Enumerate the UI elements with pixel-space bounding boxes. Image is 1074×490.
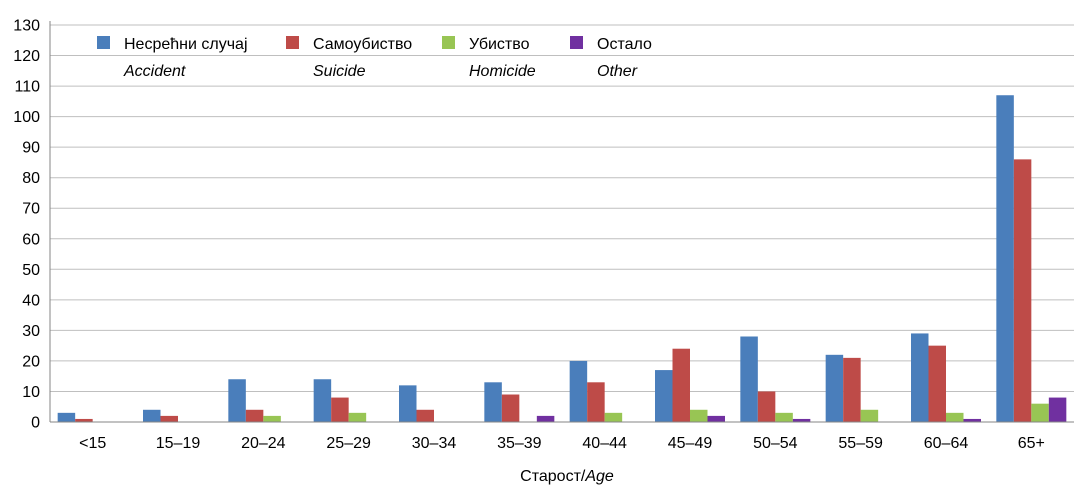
bar-other-11 xyxy=(1048,397,1067,422)
y-tick-label: 130 xyxy=(13,18,40,35)
x-tick-label: 65+ xyxy=(1018,435,1045,452)
x-tick-label: 60–64 xyxy=(924,435,969,452)
bar-homicide-2 xyxy=(263,415,281,422)
x-tick-label: 35–39 xyxy=(497,435,542,452)
x-axis-title-main: Старост/ xyxy=(520,468,586,485)
bar-homicide-11 xyxy=(1031,403,1049,422)
y-tick-label: 30 xyxy=(22,323,40,340)
bar-suicide-8 xyxy=(757,391,776,422)
y-tick-label: 120 xyxy=(13,48,40,65)
y-tick-label: 20 xyxy=(22,353,40,370)
y-tick-label: 80 xyxy=(22,170,40,187)
legend-label-en: Homicide xyxy=(469,63,536,80)
x-tick-label: <15 xyxy=(79,435,106,452)
bar-suicide-10 xyxy=(928,345,946,422)
bar-suicide-1 xyxy=(160,415,178,422)
bar-accident-7 xyxy=(655,370,673,422)
legend-label-en: Accident xyxy=(123,63,186,80)
bar-accident-3 xyxy=(313,379,332,422)
legend-label-en: Suicide xyxy=(313,63,366,80)
x-tick-label: 55–59 xyxy=(838,435,883,452)
bar-accident-11 xyxy=(996,95,1014,422)
bar-accident-9 xyxy=(825,354,844,422)
bar-homicide-6 xyxy=(604,412,623,422)
bar-other-10 xyxy=(963,418,981,422)
y-tick-label: 70 xyxy=(22,201,40,218)
legend-label-en: Other xyxy=(597,63,638,80)
y-tick-label: 50 xyxy=(22,262,40,279)
gridlines xyxy=(50,24,1074,392)
legend-item-suicide: Самоубиство Suicide xyxy=(286,36,412,80)
y-tick-label: 60 xyxy=(22,231,40,248)
legend-swatch xyxy=(570,36,583,49)
y-tick-label: 40 xyxy=(22,292,40,309)
x-axis-tick-labels: <15 15–19 20–24 25–29 30–34 35–39 40–44 45–49 50… xyxy=(79,435,1045,452)
x-tick-label: 40–44 xyxy=(582,435,627,452)
bar-accident-0 xyxy=(57,412,76,422)
x-tick-label: 45–49 xyxy=(668,435,713,452)
bar-accident-2 xyxy=(228,379,246,422)
bar-homicide-3 xyxy=(348,412,367,422)
bar-accident-8 xyxy=(740,336,758,422)
bar-suicide-3 xyxy=(331,397,349,422)
bar-homicide-9 xyxy=(860,409,879,422)
bar-accident-10 xyxy=(911,333,929,422)
bar-suicide-7 xyxy=(672,348,690,422)
bar-suicide-11 xyxy=(1013,159,1032,422)
bar-accident-4 xyxy=(399,385,417,422)
bar-accident-6 xyxy=(569,360,588,422)
bar-homicide-7 xyxy=(690,409,708,422)
x-axis-title-italic: Age xyxy=(584,468,614,485)
y-axis-tick-labels: 0 10 20 30 40 50 60 70 80 90 100 110 120 130 xyxy=(13,18,40,432)
bar-other-7 xyxy=(707,415,725,422)
bar-suicide-9 xyxy=(843,357,861,422)
bar-suicide-2 xyxy=(245,409,264,422)
legend: Несрећни случај Accident Самоубиство Suicid… xyxy=(97,36,652,80)
legend-swatch xyxy=(442,36,455,49)
legend-swatch xyxy=(286,36,299,49)
bar-homicide-10 xyxy=(946,412,964,422)
x-tick-label: 50–54 xyxy=(753,435,798,452)
y-tick-label: 90 xyxy=(22,140,40,157)
y-tick-label: 0 xyxy=(31,415,40,432)
x-tick-label: 25–29 xyxy=(326,435,371,452)
bar-homicide-8 xyxy=(775,412,793,422)
legend-label: Остало xyxy=(597,36,652,53)
bar-suicide-0 xyxy=(75,418,93,422)
bar-accident-1 xyxy=(143,409,161,422)
x-tick-label: 15–19 xyxy=(156,435,201,452)
bar-accident-5 xyxy=(484,382,502,422)
bar-other-8 xyxy=(792,418,811,422)
y-tick-label: 100 xyxy=(13,109,40,126)
bar-suicide-6 xyxy=(587,382,605,422)
x-axis-title: Старост/Age xyxy=(520,468,614,485)
bars xyxy=(57,95,1067,422)
legend-item-accident: Несрећни случај Accident xyxy=(97,36,248,80)
legend-item-other: Остало Other xyxy=(570,36,652,80)
x-tick-label: 20–24 xyxy=(241,435,286,452)
legend-item-homicide: Убиство Homicide xyxy=(442,36,536,80)
legend-label: Самоубиство xyxy=(313,36,412,53)
y-tick-label: 10 xyxy=(22,384,40,401)
y-tick-label: 110 xyxy=(14,79,40,96)
x-tick-label: 30–34 xyxy=(412,435,457,452)
bar-suicide-4 xyxy=(416,409,434,422)
axes xyxy=(49,21,1074,423)
legend-label: Убиство xyxy=(469,36,530,53)
legend-label: Несрећни случај xyxy=(124,36,248,53)
bar-other-5 xyxy=(536,415,555,422)
legend-swatch xyxy=(97,36,110,49)
bar-suicide-5 xyxy=(501,394,520,422)
